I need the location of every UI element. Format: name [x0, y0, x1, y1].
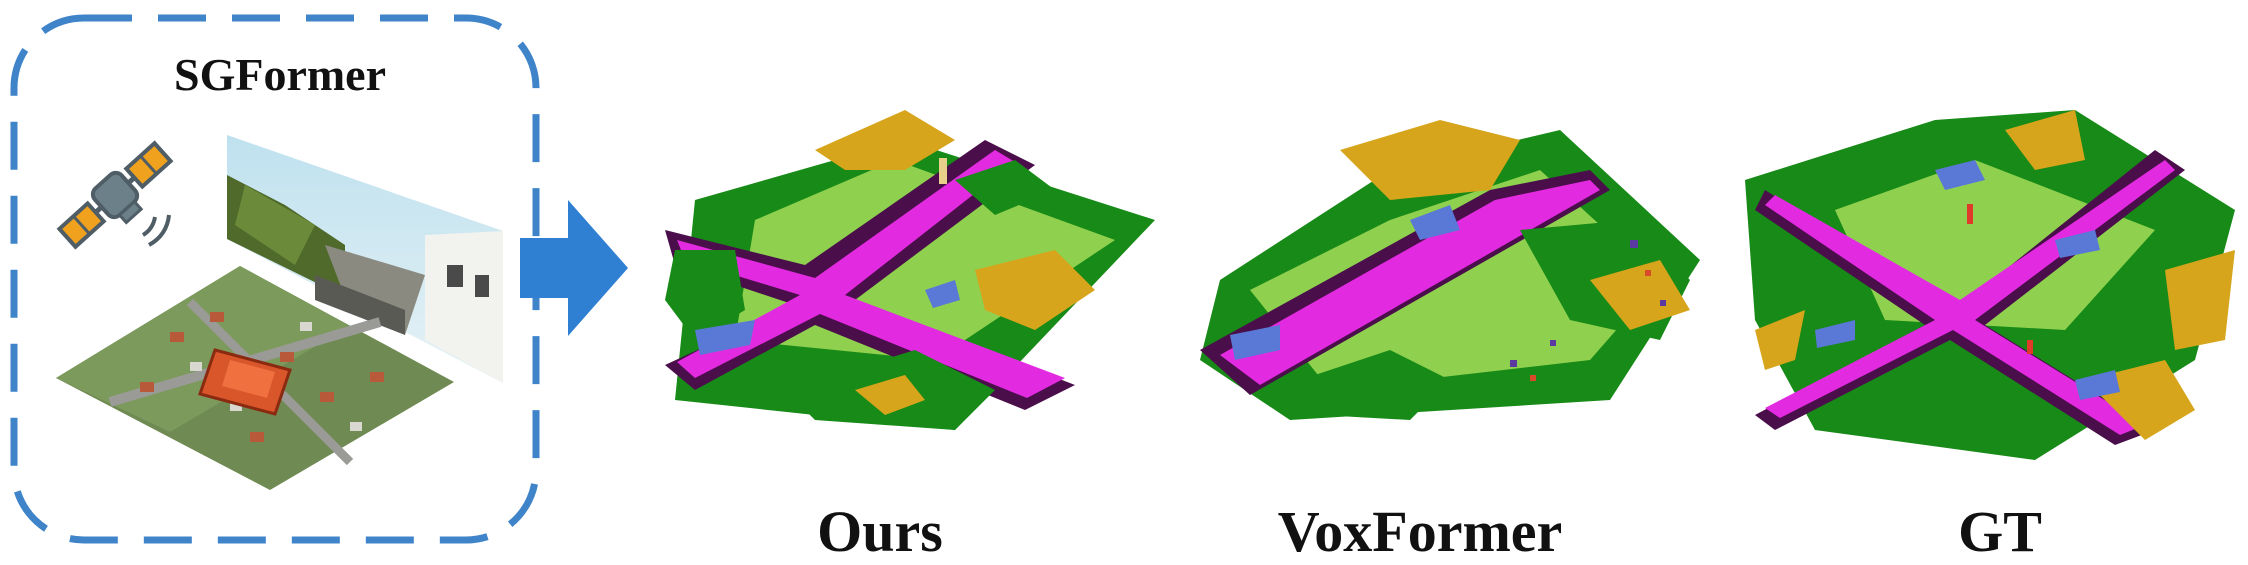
ground-truth-scene	[1735, 100, 2240, 470]
car-icon	[198, 348, 292, 416]
street-view-image	[225, 135, 505, 385]
ours-prediction-scene	[655, 100, 1160, 440]
caption-voxformer: VoxFormer	[1277, 499, 1563, 564]
aerial-satellite-image	[50, 262, 460, 492]
caption-gt: GT	[1958, 499, 2042, 564]
voxformer-prediction-scene	[1190, 110, 1720, 440]
arrow-right-icon	[518, 198, 630, 338]
panel-title: SGFormer	[173, 49, 387, 100]
caption-ours: Ours	[817, 499, 943, 564]
satellite-icon	[45, 125, 185, 265]
